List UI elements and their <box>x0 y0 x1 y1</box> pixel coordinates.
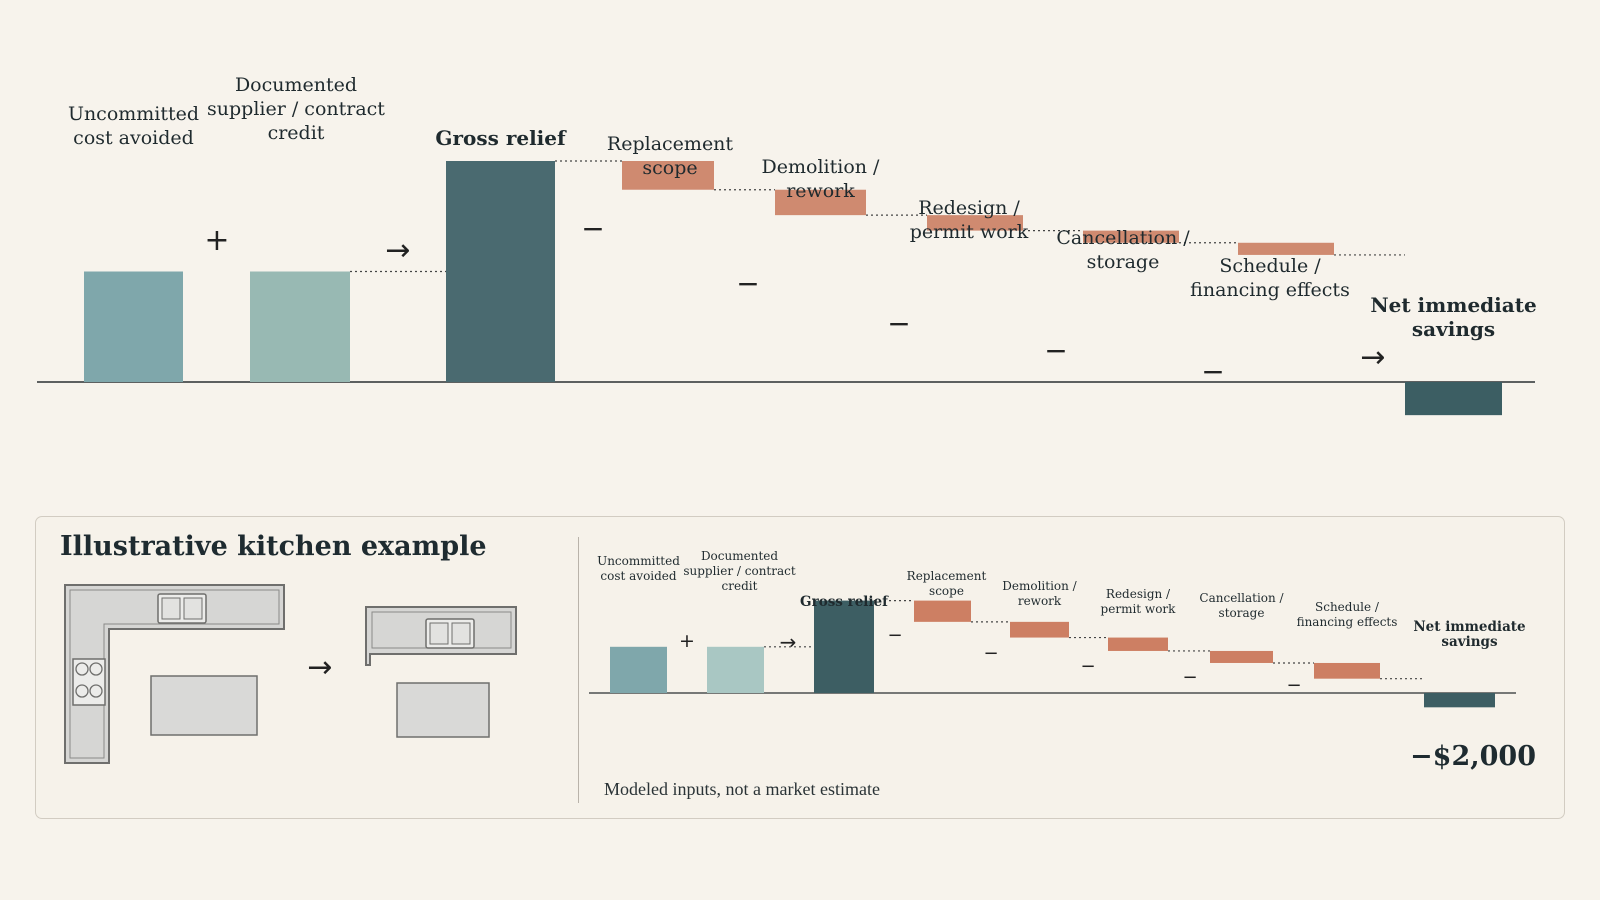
kitchen-floorplan-illustration: → <box>64 584 517 764</box>
label-cancellation-storage: Cancellation / storage <box>1199 591 1284 620</box>
counter-inner-edge <box>69 589 280 759</box>
label-documented-supplier-contract-credit: Documented supplier / contract credit <box>683 549 796 593</box>
arrow-operator: → <box>780 630 797 654</box>
bar-gross-relief <box>446 161 555 382</box>
burner-icon <box>89 684 103 698</box>
burner-icon <box>89 662 103 676</box>
label-replacement-scope: Replacement scope <box>907 569 987 598</box>
minus-operator: − <box>736 267 759 300</box>
net-savings-value: −$2,000 <box>1410 741 1536 772</box>
label-documented-supplier-contract-credit: Documented supplier / contract credit <box>207 74 385 144</box>
arrow-operator: → <box>385 233 410 268</box>
label-schedule-financing-effects: Schedule / financing effects <box>1297 600 1398 629</box>
bar-redesign-permit-work <box>1108 637 1168 651</box>
kitchen-example-panel: Illustrative kitchen example → Uncommitt… <box>35 516 1565 819</box>
sink-basin-left <box>429 622 449 645</box>
sink-basin-right <box>183 597 203 620</box>
label-redesign-permit-work: Redesign / permit work <box>1101 587 1177 616</box>
island-counter <box>150 675 258 736</box>
burner-icon <box>75 684 89 698</box>
bar-gross-relief <box>814 600 874 693</box>
bar-cancellation-storage <box>1083 230 1179 243</box>
bar-schedule-financing-effects <box>1314 662 1380 679</box>
burner-icon <box>75 662 89 676</box>
label-cancellation-storage: Cancellation / storage <box>1056 227 1190 273</box>
minus-operator: − <box>1044 334 1067 367</box>
after-layout <box>365 606 517 738</box>
minus-operator: − <box>887 625 902 646</box>
sink-basin-right <box>451 622 471 645</box>
bar-net-immediate-savings <box>1405 382 1502 416</box>
label-net-immediate-savings: Net immediate savings <box>1413 619 1525 650</box>
bar-uncommitted-cost-avoided <box>84 271 183 382</box>
arrow-icon: → <box>307 650 332 685</box>
plus-operator: + <box>204 223 229 258</box>
sink-basin-left <box>161 597 181 620</box>
bar-documented-supplier-contract-credit <box>707 646 764 693</box>
bar-demolition-rework <box>775 189 866 216</box>
label-gross-relief: Gross relief <box>800 594 889 610</box>
bar-cancellation-storage <box>1210 650 1273 663</box>
label-schedule-financing-effects: Schedule / financing effects <box>1190 255 1350 301</box>
island-counter <box>396 682 490 738</box>
bar-replacement-scope <box>914 600 971 622</box>
plus-operator: + <box>679 630 695 652</box>
label-demolition-rework: Demolition / rework <box>762 156 881 202</box>
before-layout <box>64 584 285 764</box>
minus-operator: − <box>1182 667 1197 688</box>
minus-operator: − <box>887 307 910 340</box>
bar-schedule-financing-effects <box>1238 242 1334 255</box>
panel-title: Illustrative kitchen example <box>60 531 487 562</box>
cooktop-icon <box>72 658 106 706</box>
label-demolition-rework: Demolition / rework <box>1002 579 1077 608</box>
bar-replacement-scope <box>622 161 714 190</box>
minus-operator: − <box>983 643 998 664</box>
label-net-immediate-savings: Net immediate savings <box>1370 293 1536 341</box>
bar-demolition-rework <box>1010 621 1069 638</box>
minus-operator: − <box>1201 355 1224 388</box>
panel-divider <box>578 537 579 803</box>
arrow-operator: → <box>1360 340 1385 375</box>
bar-redesign-permit-work <box>927 215 1023 231</box>
label-replacement-scope: Replacement scope <box>607 133 733 179</box>
minus-operator: − <box>1080 656 1095 677</box>
label-redesign-permit-work: Redesign / permit work <box>910 197 1029 243</box>
panel-note: Modeled inputs, not a market estimate <box>604 779 880 799</box>
bar-uncommitted-cost-avoided <box>610 646 667 693</box>
minus-operator: − <box>581 212 604 245</box>
bar-net-immediate-savings <box>1424 693 1495 708</box>
bar-documented-supplier-contract-credit <box>250 271 350 382</box>
label-uncommitted-cost-avoided: Uncommitted cost avoided <box>68 103 199 149</box>
minus-operator: − <box>1286 675 1301 696</box>
label-gross-relief: Gross relief <box>435 126 567 150</box>
label-uncommitted-cost-avoided: Uncommitted cost avoided <box>597 554 680 583</box>
